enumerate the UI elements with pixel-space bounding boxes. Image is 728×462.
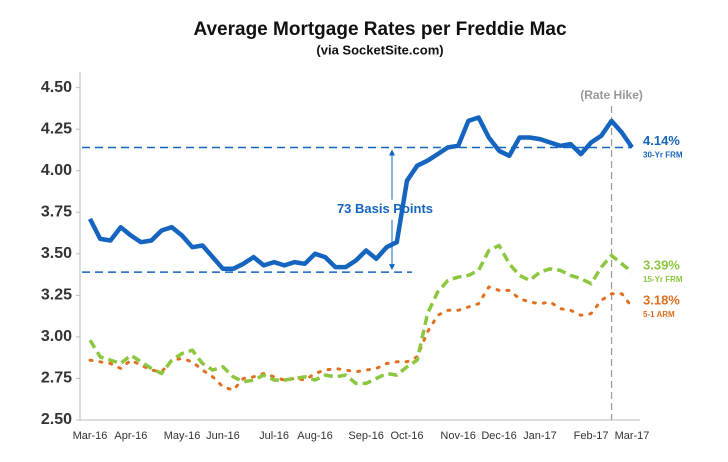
- y-tick-label: 3.25: [41, 287, 72, 304]
- x-tick-label: Dec-16: [481, 430, 516, 442]
- chart-subtitle: (via SocketSite.com): [316, 42, 443, 57]
- x-tick-label: Mar-17: [615, 430, 650, 442]
- value-label: 4.14%: [643, 133, 680, 148]
- arrow-head: [389, 264, 395, 271]
- series-line: [88, 285, 634, 392]
- x-tick-label: Feb-17: [574, 430, 609, 442]
- x-tick-label: Jul-16: [259, 430, 289, 442]
- series-name: 15-Yr FRM: [643, 275, 683, 284]
- x-tick-label: Sep-16: [348, 430, 383, 442]
- series-line: [87, 115, 634, 272]
- series-line: [88, 243, 634, 386]
- y-tick-label: 4.25: [41, 120, 72, 137]
- y-tick-label: 3.00: [41, 328, 72, 345]
- y-tick-label: 3.75: [41, 203, 72, 220]
- spread-label: 73 Basis Points: [337, 201, 433, 216]
- y-tick-label: 4.00: [41, 162, 72, 179]
- event-label: (Rate Hike): [580, 88, 643, 102]
- x-tick-label: Jun-16: [206, 430, 240, 442]
- x-tick-label: Nov-16: [440, 430, 475, 442]
- x-tick-label: Jan-17: [523, 430, 557, 442]
- y-tick-label: 2.75: [41, 370, 72, 387]
- series-name: 5-1 ARM: [643, 310, 675, 319]
- value-label: 3.18%: [643, 292, 680, 307]
- arrow-head: [389, 149, 395, 156]
- y-tick-label: 2.50: [41, 411, 72, 428]
- x-tick-label: Mar-16: [73, 430, 108, 442]
- x-tick-label: Apr-16: [114, 430, 147, 442]
- series-name: 30-Yr FRM: [643, 151, 683, 160]
- y-tick-label: 4.50: [41, 79, 72, 96]
- x-tick-label: Aug-16: [297, 430, 332, 442]
- value-label: 3.39%: [643, 258, 680, 273]
- label-bg: [332, 199, 438, 220]
- chart-title: Average Mortgage Rates per Freddie Mac: [193, 19, 567, 40]
- x-tick-label: Oct-16: [391, 430, 424, 442]
- x-tick-label: May-16: [164, 430, 201, 442]
- y-tick-label: 3.50: [41, 245, 72, 262]
